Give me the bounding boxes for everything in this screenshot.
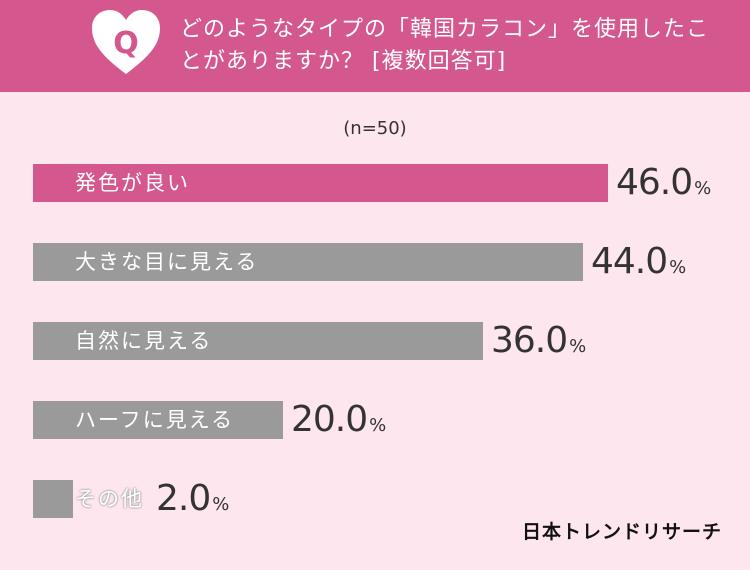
bar-value-number-2: 36.0 [491, 320, 568, 361]
q-letter: Q [113, 26, 139, 61]
header-banner: Q どのようなタイプの「韓国カラコン」を使用したことがありますか？ [複数回答可… [0, 0, 750, 92]
sample-size-label: (n=50) [343, 118, 407, 139]
heart-q-icon: Q [92, 10, 160, 74]
bar-value-1: 44.0% [591, 240, 686, 284]
bar-3 [33, 401, 283, 439]
bar-label-4: その他 [75, 487, 144, 511]
bar-value-4: 2.0% [156, 477, 229, 521]
bar-label-0: 発色が良い [75, 171, 190, 195]
bar-2 [33, 322, 483, 360]
bar-4 [33, 480, 73, 518]
bar-value-3: 20.0% [291, 398, 386, 442]
bar-label-3: ハーフに見える [75, 408, 235, 432]
bar-value-number-4: 2.0 [156, 478, 211, 519]
bar-value-number-0: 46.0 [616, 162, 693, 203]
bar-0 [33, 164, 608, 202]
bar-value-unit-3: % [369, 415, 387, 436]
bar-value-number-3: 20.0 [291, 399, 368, 440]
bar-label-2: 自然に見える [75, 329, 213, 353]
bar-value-unit-2: % [569, 336, 587, 357]
bar-value-2: 36.0% [491, 319, 586, 363]
bar-1 [33, 243, 583, 281]
bar-value-number-1: 44.0 [591, 241, 668, 282]
bar-value-unit-1: % [669, 257, 687, 278]
bar-value-unit-0: % [694, 178, 712, 199]
bar-label-1: 大きな目に見える [75, 250, 259, 274]
bar-value-0: 46.0% [616, 161, 711, 205]
bar-value-unit-4: % [212, 494, 230, 515]
question-text: どのようなタイプの「韓国カラコン」を使用したことがありますか？ [複数回答可] [180, 17, 710, 74]
brand-logo: 日本トレンドリサーチ [521, 521, 722, 543]
